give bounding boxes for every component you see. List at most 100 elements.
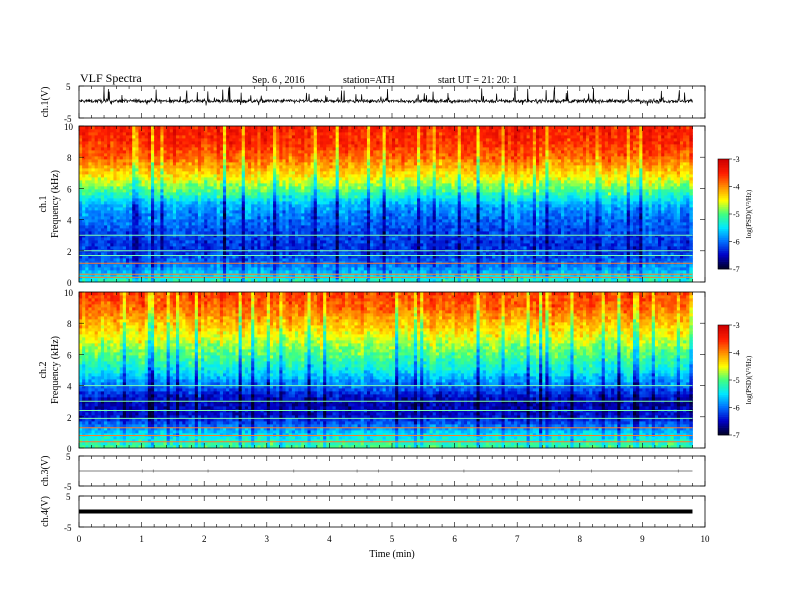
spectrogram-cell bbox=[304, 156, 308, 160]
spectrogram-cell bbox=[363, 219, 368, 223]
spectrogram-cell bbox=[269, 156, 274, 160]
spectrogram-cell bbox=[320, 171, 324, 175]
spectrogram-cell bbox=[172, 252, 177, 256]
spectrogram-cell bbox=[316, 132, 321, 136]
spectrogram-cell bbox=[229, 153, 233, 157]
spectrogram-cell bbox=[229, 159, 233, 163]
spectrogram-cell bbox=[320, 228, 324, 232]
spectrogram-cell bbox=[94, 165, 99, 169]
spectrogram-cell bbox=[154, 183, 158, 187]
spectrogram-cell bbox=[79, 186, 83, 190]
spectrogram-cell bbox=[116, 138, 121, 142]
spectrogram-cell bbox=[244, 201, 249, 205]
spectrogram-cell bbox=[251, 222, 255, 226]
spectrogram-cell bbox=[119, 228, 124, 232]
spectrogram-cell bbox=[141, 204, 146, 208]
spectrogram-cell bbox=[288, 255, 293, 259]
spectrogram-cell bbox=[185, 237, 189, 241]
spectrogram-cell bbox=[335, 195, 340, 199]
spectrogram-cell bbox=[185, 204, 189, 208]
spectrogram-cell bbox=[273, 246, 277, 250]
spectrogram-cell bbox=[191, 267, 196, 271]
spectrogram-cell bbox=[157, 162, 161, 166]
spectrogram-cell bbox=[257, 231, 261, 235]
spectrogram-cell bbox=[345, 246, 349, 250]
spectrogram-cell bbox=[335, 168, 340, 172]
spectrogram-cell bbox=[285, 204, 290, 208]
spectrogram-cell bbox=[119, 210, 124, 214]
spectrogram-cell bbox=[248, 240, 252, 244]
spectrogram-cell bbox=[226, 174, 230, 178]
spectrogram-cell bbox=[235, 153, 240, 157]
spectrogram-cell bbox=[310, 162, 315, 166]
spectrogram-cell bbox=[232, 141, 236, 145]
spectrogram-cell bbox=[94, 168, 99, 172]
spectrogram-cell bbox=[226, 126, 230, 130]
spectrogram-cell bbox=[82, 216, 86, 220]
spectrogram-cell bbox=[307, 237, 312, 241]
spectrogram-cell bbox=[288, 126, 293, 130]
spectrogram-cell bbox=[241, 150, 246, 154]
spectrogram-cell bbox=[313, 192, 318, 196]
spectrogram-cell bbox=[166, 219, 171, 223]
spectrogram-cell bbox=[354, 159, 358, 163]
spectrogram-cell bbox=[294, 144, 299, 148]
spectrogram-cell bbox=[179, 252, 183, 256]
spectrogram-cell bbox=[323, 147, 327, 151]
spectrogram-cell bbox=[276, 186, 280, 190]
spectrogram-cell bbox=[169, 180, 174, 184]
spectrogram-cell bbox=[366, 198, 371, 202]
spectrogram-cell bbox=[113, 195, 117, 199]
spectrogram-cell bbox=[291, 135, 296, 139]
spectrogram-cell bbox=[301, 207, 305, 211]
spectrogram-cell bbox=[144, 198, 149, 202]
spectrogram-cell bbox=[150, 228, 155, 232]
spectrogram-cell bbox=[107, 225, 111, 229]
spectrogram-cell bbox=[257, 270, 261, 274]
spectrogram-cell bbox=[316, 279, 321, 283]
spectrogram-cell bbox=[323, 138, 327, 142]
spectrogram-cell bbox=[241, 159, 246, 163]
spectrogram-cell bbox=[97, 252, 102, 256]
spectrogram-cell bbox=[88, 279, 92, 283]
spectrogram-cell bbox=[163, 237, 168, 241]
spectrogram-cell bbox=[100, 156, 105, 160]
spectrogram-cell bbox=[91, 189, 96, 193]
spectrogram-cell bbox=[310, 129, 315, 133]
spectrogram-cell bbox=[88, 204, 92, 208]
spectrogram-cell bbox=[291, 210, 296, 214]
spectrogram-cell bbox=[113, 165, 117, 169]
spectrogram-cell bbox=[291, 216, 296, 220]
spectrogram-cell bbox=[326, 150, 330, 154]
spectrogram-cell bbox=[94, 183, 99, 187]
spectrogram-cell bbox=[285, 279, 290, 283]
spectrogram-cell bbox=[254, 210, 258, 214]
spectrogram-cell bbox=[166, 258, 171, 262]
spectrogram-cell bbox=[113, 186, 117, 190]
spectrogram-cell bbox=[157, 135, 161, 139]
spectrogram-cell bbox=[276, 141, 280, 145]
spectrogram-cell bbox=[341, 189, 346, 193]
spectrogram-cell bbox=[154, 201, 158, 205]
spectrogram-cell bbox=[266, 231, 271, 235]
spectrogram-cell bbox=[213, 147, 218, 151]
spectrogram-cell bbox=[360, 168, 365, 172]
spectrogram-cell bbox=[229, 156, 233, 160]
spectrogram-cell bbox=[288, 207, 293, 211]
spectrogram-cell bbox=[291, 267, 296, 271]
spectrogram-cell bbox=[172, 213, 177, 217]
spectrogram-cell bbox=[266, 159, 271, 163]
spectrogram-cell bbox=[107, 255, 111, 259]
spectrogram-cell bbox=[169, 255, 174, 259]
spectrogram-cell bbox=[254, 183, 258, 187]
spectrogram-cell bbox=[288, 195, 293, 199]
spectrogram-cell bbox=[222, 204, 227, 208]
spectrogram-cell bbox=[366, 162, 371, 166]
spectrogram-cell bbox=[335, 213, 340, 217]
spectrogram-cell bbox=[263, 216, 268, 220]
spectrogram-cell bbox=[113, 126, 117, 130]
spectrogram-cell bbox=[248, 237, 252, 241]
spectrogram-cell bbox=[316, 213, 321, 217]
spectrogram-cell bbox=[254, 138, 258, 142]
spectrogram-cell bbox=[207, 159, 211, 163]
